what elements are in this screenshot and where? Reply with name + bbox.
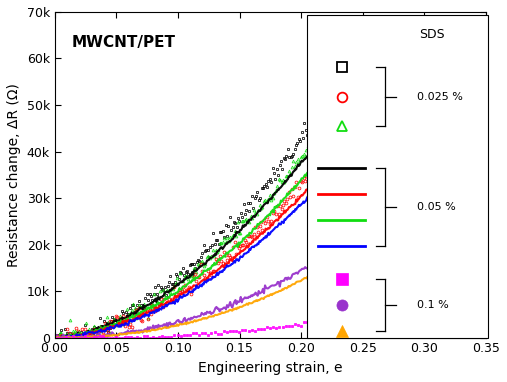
Text: SDS: SDS: [419, 28, 445, 41]
FancyBboxPatch shape: [307, 15, 488, 338]
Text: 0.05 %: 0.05 %: [417, 202, 456, 212]
Text: 0.025 %: 0.025 %: [417, 92, 463, 102]
X-axis label: Engineering strain, e: Engineering strain, e: [198, 361, 343, 375]
Text: MWCNT/PET: MWCNT/PET: [72, 35, 176, 50]
Y-axis label: Resistance change, ΔR (Ω): Resistance change, ΔR (Ω): [7, 83, 21, 267]
Text: 0.1 %: 0.1 %: [417, 300, 449, 310]
